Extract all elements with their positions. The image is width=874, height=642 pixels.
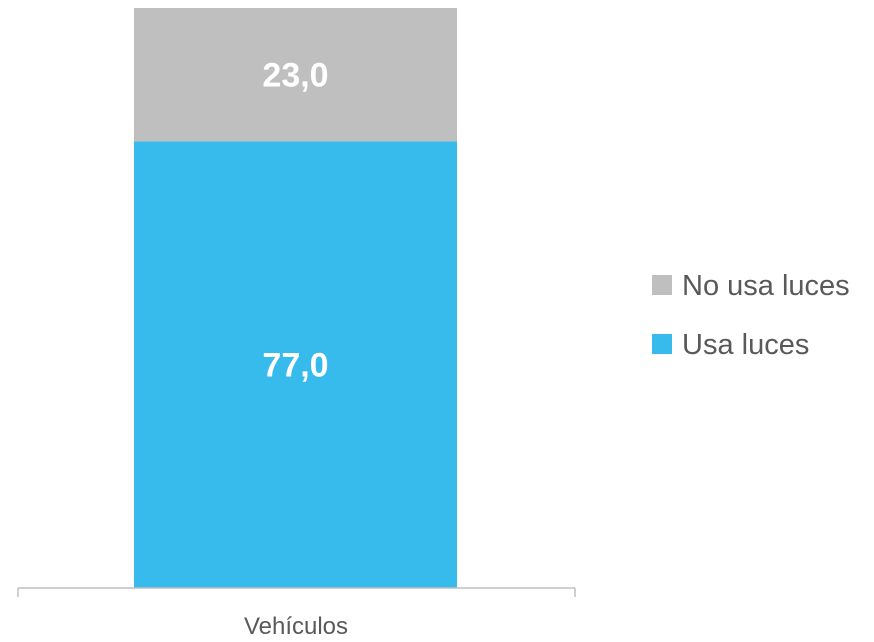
legend-swatch-usa-luces (652, 334, 672, 354)
legend-swatch-no-usa-luces (652, 275, 672, 295)
x-tick-label: Vehículos (244, 613, 348, 640)
legend-label-usa-luces: Usa luces (682, 329, 809, 361)
data-label-usa-luces: 77,0 (262, 347, 328, 385)
legend: No usa luces Usa luces (652, 270, 850, 361)
data-label-no-usa-luces: 23,0 (262, 57, 328, 95)
bar-segment-no-usa-luces (134, 8, 457, 142)
bars (134, 8, 457, 588)
bar-segment-usa-luces (134, 141, 457, 588)
legend-label-no-usa-luces: No usa luces (682, 270, 850, 302)
segment-labels: 77,0 23,0 (262, 57, 328, 385)
